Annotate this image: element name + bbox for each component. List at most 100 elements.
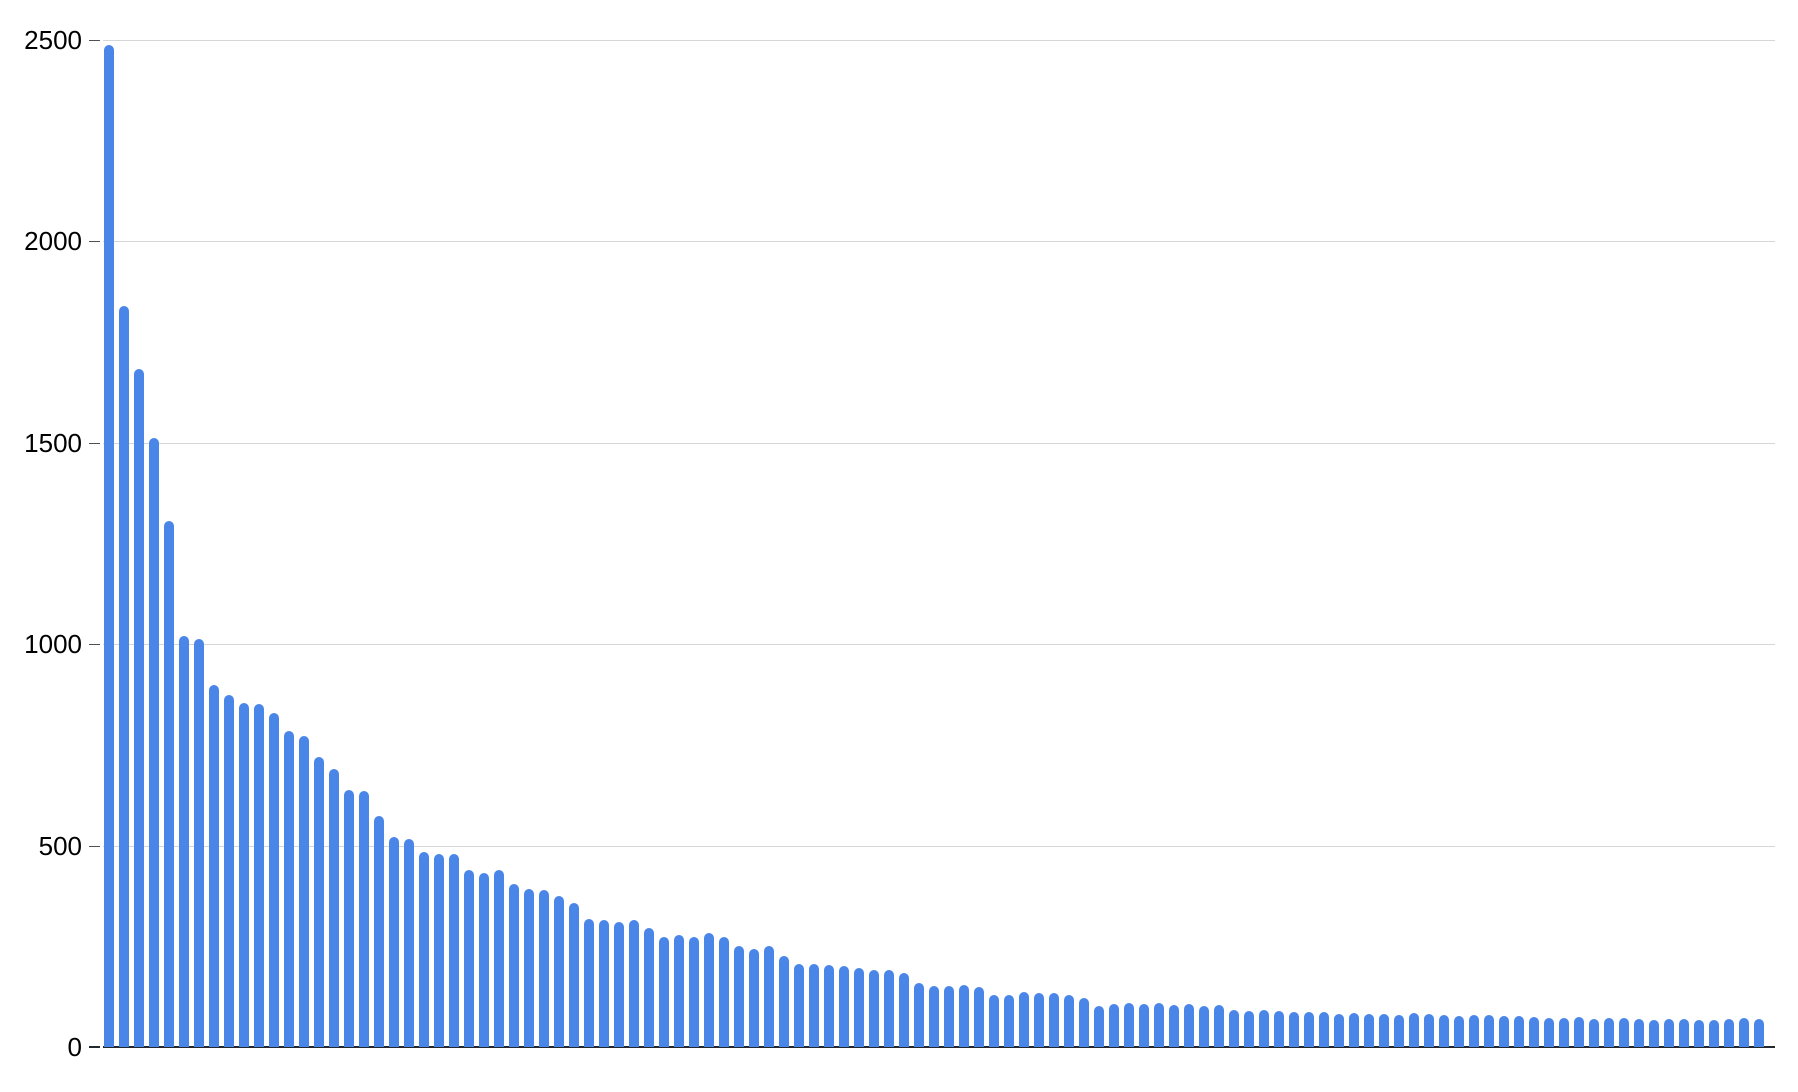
bar[interactable] <box>1409 1013 1419 1047</box>
bar[interactable] <box>494 869 504 1047</box>
bar[interactable] <box>779 956 789 1047</box>
bar[interactable] <box>809 964 819 1047</box>
bar[interactable] <box>1259 1009 1269 1047</box>
bar[interactable] <box>1229 1009 1239 1047</box>
bar[interactable] <box>1694 1019 1704 1047</box>
bar[interactable] <box>1349 1012 1359 1047</box>
bar[interactable] <box>1619 1018 1629 1047</box>
bar[interactable] <box>929 985 939 1047</box>
bar[interactable] <box>1304 1012 1314 1047</box>
bar[interactable] <box>1319 1011 1329 1047</box>
bar[interactable] <box>269 712 279 1047</box>
bar[interactable] <box>149 437 159 1047</box>
bar[interactable] <box>1019 992 1029 1047</box>
bar[interactable] <box>1184 1004 1194 1047</box>
bar[interactable] <box>1079 997 1089 1047</box>
bar[interactable] <box>344 789 354 1047</box>
bar[interactable] <box>224 695 234 1047</box>
bar[interactable] <box>134 369 144 1047</box>
bar[interactable] <box>299 735 309 1047</box>
bar[interactable] <box>569 902 579 1047</box>
bar[interactable] <box>884 970 894 1047</box>
bar[interactable] <box>1664 1019 1674 1047</box>
bar[interactable] <box>659 937 669 1047</box>
bar[interactable] <box>1109 1003 1119 1047</box>
bar[interactable] <box>284 730 294 1047</box>
bar[interactable] <box>1364 1013 1374 1047</box>
bar[interactable] <box>1124 1002 1134 1047</box>
bar[interactable] <box>644 928 654 1047</box>
bar[interactable] <box>629 920 639 1047</box>
bar[interactable] <box>749 948 759 1047</box>
bar[interactable] <box>239 702 249 1047</box>
bar[interactable] <box>194 638 204 1047</box>
bar[interactable] <box>839 966 849 1047</box>
bar[interactable] <box>1214 1004 1224 1047</box>
bar[interactable] <box>1709 1020 1719 1047</box>
bar[interactable] <box>1559 1018 1569 1047</box>
bar[interactable] <box>1289 1011 1299 1047</box>
bar[interactable] <box>1724 1019 1734 1047</box>
bar[interactable] <box>164 521 174 1047</box>
bar[interactable] <box>464 869 474 1047</box>
bar[interactable] <box>1199 1005 1209 1047</box>
bar[interactable] <box>1094 1005 1104 1047</box>
bar[interactable] <box>584 918 594 1047</box>
bar[interactable] <box>794 963 804 1047</box>
bar[interactable] <box>1544 1017 1554 1047</box>
bar[interactable] <box>1454 1015 1464 1047</box>
bar[interactable] <box>1139 1003 1149 1047</box>
bar[interactable] <box>1004 995 1014 1047</box>
bar[interactable] <box>1589 1018 1599 1047</box>
bar[interactable] <box>974 987 984 1047</box>
bar[interactable] <box>434 853 444 1047</box>
bar[interactable] <box>824 965 834 1047</box>
bar[interactable] <box>419 851 429 1047</box>
bar[interactable] <box>944 985 954 1047</box>
bar[interactable] <box>869 970 879 1047</box>
bar[interactable] <box>689 937 699 1047</box>
bar[interactable] <box>719 937 729 1047</box>
bar[interactable] <box>1529 1016 1539 1047</box>
bar[interactable] <box>314 756 324 1047</box>
bar[interactable] <box>359 791 369 1047</box>
bar[interactable] <box>1034 993 1044 1047</box>
bar[interactable] <box>1049 992 1059 1047</box>
bar[interactable] <box>1514 1016 1524 1047</box>
bar[interactable] <box>104 44 114 1047</box>
bar[interactable] <box>179 636 189 1047</box>
bar[interactable] <box>1739 1018 1749 1047</box>
bar[interactable] <box>554 895 564 1047</box>
bar[interactable] <box>479 873 489 1047</box>
bar[interactable] <box>599 920 609 1047</box>
bar[interactable] <box>1244 1010 1254 1047</box>
bar[interactable] <box>1484 1014 1494 1047</box>
bar[interactable] <box>524 889 534 1047</box>
bar[interactable] <box>1499 1016 1509 1047</box>
bar[interactable] <box>734 946 744 1047</box>
bar[interactable] <box>959 984 969 1047</box>
bar[interactable] <box>1679 1018 1689 1047</box>
bar[interactable] <box>1634 1018 1644 1047</box>
bar[interactable] <box>1334 1013 1344 1047</box>
bar[interactable] <box>1754 1018 1764 1047</box>
bar[interactable] <box>1154 1002 1164 1047</box>
bar[interactable] <box>374 816 384 1047</box>
bar[interactable] <box>854 968 864 1047</box>
bar[interactable] <box>1394 1014 1404 1047</box>
bar[interactable] <box>1424 1013 1434 1047</box>
bar[interactable] <box>989 994 999 1047</box>
bar[interactable] <box>764 945 774 1047</box>
bar[interactable] <box>509 883 519 1047</box>
bar[interactable] <box>254 704 264 1047</box>
bar[interactable] <box>1574 1017 1584 1047</box>
bar[interactable] <box>119 305 129 1047</box>
bar[interactable] <box>614 922 624 1047</box>
bar[interactable] <box>329 769 339 1047</box>
bar[interactable] <box>209 685 219 1047</box>
bar[interactable] <box>1649 1019 1659 1047</box>
bar[interactable] <box>914 982 924 1047</box>
bar[interactable] <box>1439 1014 1449 1047</box>
bar[interactable] <box>449 854 459 1047</box>
bar[interactable] <box>674 935 684 1047</box>
